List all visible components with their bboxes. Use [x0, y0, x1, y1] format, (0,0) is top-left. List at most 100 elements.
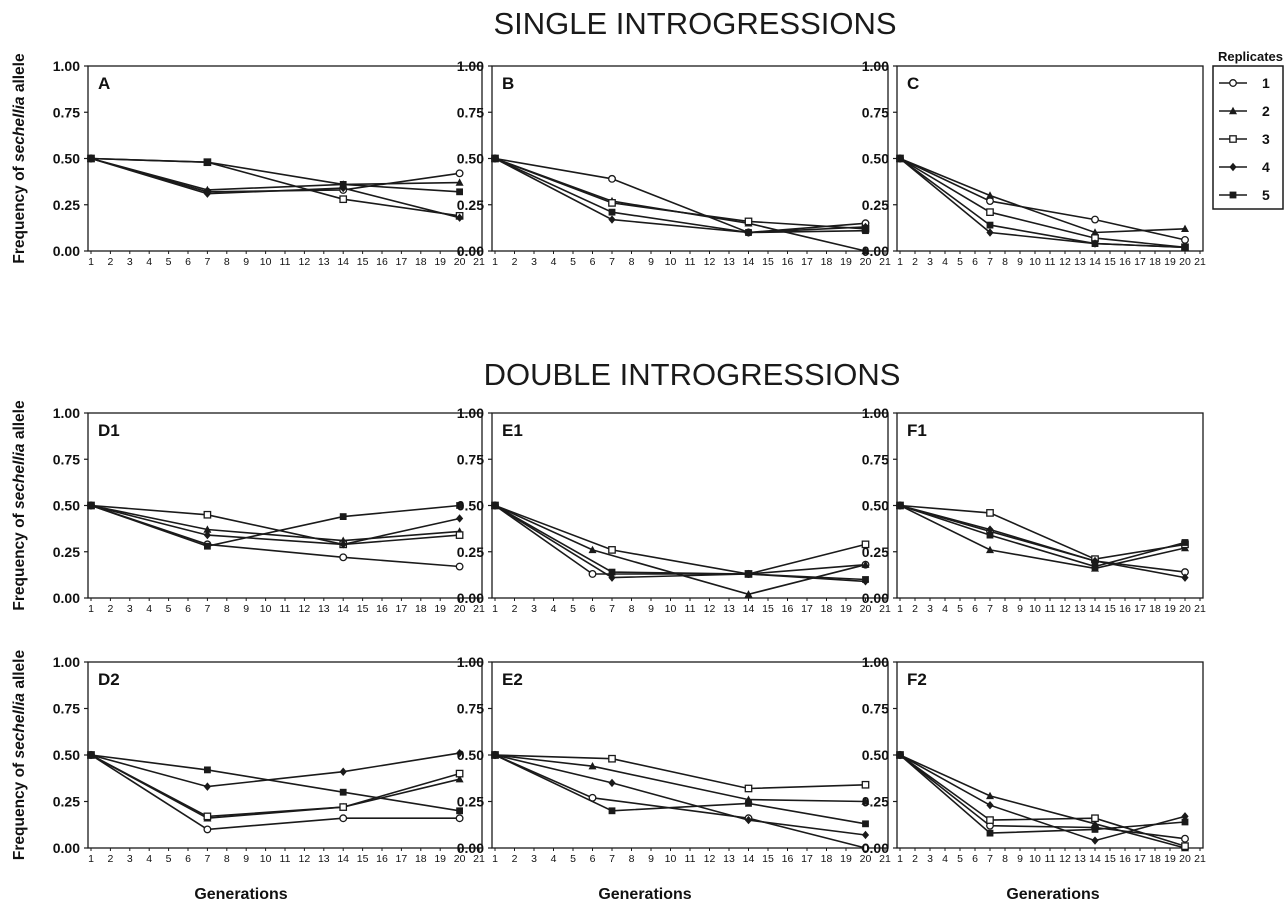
y-axis-label: Frequency of sechellia allele — [11, 400, 28, 611]
panel-label: C — [907, 74, 919, 93]
series-line-4 — [90, 504, 460, 546]
y-tick-label: 0.50 — [862, 498, 889, 514]
legend-label-2: 2 — [1262, 103, 1270, 119]
x-tick-label: 6 — [972, 256, 978, 268]
data-point-1 — [455, 814, 464, 823]
x-tick-label: 10 — [665, 853, 677, 865]
data-point-4 — [608, 778, 616, 788]
y-tick-label: 1.00 — [53, 58, 80, 74]
y-tick-label: 0.25 — [457, 197, 484, 213]
data-point-5 — [608, 568, 616, 576]
x-tick-label: 16 — [1119, 603, 1131, 615]
data-point-1 — [203, 825, 212, 834]
data-point-3 — [203, 510, 212, 519]
data-point-3 — [986, 208, 994, 216]
x-tick-label: 6 — [185, 853, 191, 865]
x-tick-label: 13 — [318, 256, 330, 268]
x-tick-label: 19 — [840, 853, 852, 865]
panel-e1: 0.000.250.500.751.001 2 3 4 5 6 7 8 9 10 11 12 13 14 1… — [457, 405, 891, 615]
data-point-3 — [608, 199, 616, 207]
data-point-4 — [986, 525, 994, 534]
data-point-2 — [861, 560, 870, 568]
data-point-5 — [608, 208, 616, 216]
x-tick-label: 21 — [473, 603, 485, 615]
y-tick-label: 0.00 — [457, 590, 484, 606]
x-tick-label: 18 — [821, 853, 833, 865]
x-tick-label: 16 — [782, 603, 794, 615]
x-tick-label: 14 — [1089, 256, 1101, 268]
series-line-2 — [494, 754, 866, 803]
x-tick-label: 6 — [972, 853, 978, 865]
panel-label: F2 — [907, 670, 927, 689]
legend-label-4: 4 — [1262, 159, 1270, 175]
x-tick-label: 20 — [454, 603, 466, 615]
y-tick-label: 0.00 — [457, 840, 484, 856]
x-tick-label: 4 — [146, 256, 152, 268]
x-tick-label: 4 — [146, 853, 152, 865]
x-tick-label: 6 — [185, 603, 191, 615]
x-tick-label: 12 — [299, 603, 311, 615]
x-tick-label: 16 — [782, 256, 794, 268]
x-tick-label: 2 — [512, 853, 518, 865]
data-point-4 — [1091, 556, 1099, 566]
x-tick-label: 18 — [415, 603, 427, 615]
x-tick-label: 8 — [629, 853, 635, 865]
x-tick-label: 12 — [299, 256, 311, 268]
data-point-4 — [339, 540, 347, 549]
data-point-2 — [861, 246, 870, 255]
x-tick-label: 8 — [629, 603, 635, 615]
series-line-1 — [90, 504, 460, 568]
legend-marker-1 — [1229, 79, 1237, 87]
legend-label-5: 5 — [1262, 187, 1270, 203]
data-point-4 — [608, 215, 616, 224]
x-axis-label: Generations — [194, 886, 287, 903]
series-line-4 — [494, 754, 866, 836]
y-tick-label: 0.25 — [457, 544, 484, 560]
series-line-5 — [899, 754, 1186, 834]
data-point-5 — [204, 158, 211, 166]
x-tick-label: 10 — [1029, 853, 1041, 865]
y-tick-label: 0.00 — [862, 840, 889, 856]
panel-f2: 0.000.250.500.751.001 2 3 4 5 6 7 8 9 10 11 12 13 14 1… — [862, 654, 1206, 865]
x-tick-label: 3 — [127, 853, 133, 865]
x-tick-label: 19 — [434, 256, 446, 268]
x-tick-label: 15 — [357, 853, 369, 865]
series-line-3 — [494, 504, 866, 575]
data-point-5 — [491, 502, 499, 509]
y-tick-label: 1.00 — [457, 405, 484, 421]
data-point-3 — [1181, 842, 1189, 850]
y-tick-label: 0.25 — [457, 794, 484, 810]
x-tick-label: 21 — [473, 256, 485, 268]
data-point-5 — [456, 807, 463, 815]
panel-label: D1 — [98, 421, 120, 440]
data-point-5 — [339, 181, 347, 188]
series-line-3 — [494, 754, 866, 790]
x-tick-label: 4 — [942, 603, 948, 615]
y-tick-label: 1.00 — [862, 58, 889, 74]
x-tick-label: 5 — [166, 853, 172, 865]
x-tick-label: 6 — [185, 256, 191, 268]
x-tick-label: 18 — [1149, 603, 1161, 615]
series-line-2 — [494, 157, 866, 252]
x-tick-label: 17 — [396, 603, 408, 615]
data-point-5 — [339, 513, 347, 520]
x-tick-label: 21 — [1194, 853, 1206, 865]
x-tick-label: 9 — [648, 256, 654, 268]
x-tick-label: 5 — [957, 256, 963, 268]
x-tick-label: 20 — [860, 256, 872, 268]
data-point-5 — [862, 576, 869, 583]
panel-b: 0.000.250.500.751.001 2 3 4 5 6 7 8 9 10 11 12 13 14 1… — [457, 58, 891, 268]
x-tick-label: 14 — [743, 603, 755, 615]
series-line-1 — [494, 157, 866, 234]
x-tick-label: 11 — [1045, 853, 1056, 865]
series-line-2 — [494, 504, 866, 596]
x-tick-label: 9 — [243, 853, 249, 865]
x-tick-label: 14 — [1089, 603, 1101, 615]
panel-a: 0.000.250.500.751.001 2 3 4 5 6 7 8 9 10 11 12 13 14 1… — [11, 53, 485, 268]
data-point-2 — [744, 590, 753, 598]
series-line-3 — [899, 157, 1186, 249]
series-line-3 — [494, 157, 866, 230]
x-tick-label: 13 — [318, 603, 330, 615]
legend: Replicates 1 2 3 4 5 — [1212, 49, 1284, 210]
data-point-3 — [744, 217, 753, 226]
